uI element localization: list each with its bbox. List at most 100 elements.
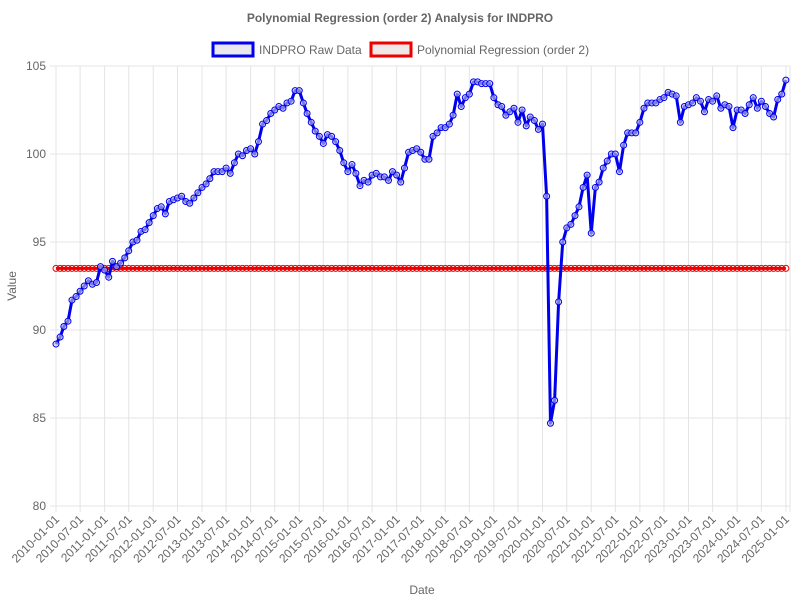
regression-point — [210, 264, 218, 272]
regression-point — [725, 264, 733, 272]
raw-data-point — [101, 266, 109, 274]
regression-point — [506, 264, 514, 272]
regression-point — [344, 264, 352, 272]
raw-data-point — [72, 293, 80, 301]
raw-data-point — [729, 124, 737, 132]
raw-data-point — [518, 106, 526, 114]
regression-point — [251, 264, 259, 272]
raw-data-point — [226, 169, 234, 177]
regression-point — [579, 264, 587, 272]
y-tick-label: 105 — [26, 59, 46, 73]
regression-point — [165, 264, 173, 272]
legend[interactable]: INDPRO Raw Data Polynomial Regression (o… — [211, 41, 589, 58]
raw-data-point — [433, 129, 441, 137]
regression-point — [692, 264, 700, 272]
regression-point — [397, 264, 405, 272]
regression-point — [474, 264, 482, 272]
regression-point — [376, 264, 384, 272]
regression-point — [323, 264, 331, 272]
regression-point — [498, 264, 506, 272]
raw-data-point — [778, 90, 786, 98]
y-tick-label: 95 — [33, 235, 47, 249]
regression-point — [571, 264, 579, 272]
regression-point — [628, 264, 636, 272]
regression-point — [413, 264, 421, 272]
regression-point — [709, 264, 717, 272]
regression-point — [469, 264, 477, 272]
raw-data-point — [80, 282, 88, 290]
raw-data-point — [125, 247, 133, 255]
regression-point — [684, 264, 692, 272]
regression-point — [766, 264, 774, 272]
raw-data-point — [279, 104, 287, 112]
raw-data-point — [145, 219, 153, 227]
regression-point — [405, 264, 413, 272]
regression-point — [279, 264, 287, 272]
regression-point — [429, 264, 437, 272]
legend-swatch-raw[interactable] — [211, 41, 255, 58]
regression-point — [449, 264, 457, 272]
raw-data-point — [713, 92, 721, 100]
regression-point — [433, 264, 441, 272]
regression-point — [332, 264, 340, 272]
regression-point — [76, 264, 84, 272]
raw-data-point — [636, 118, 644, 126]
regression-point — [307, 264, 315, 272]
regression-point — [226, 264, 234, 272]
regression-point — [190, 264, 198, 272]
regression-point — [153, 264, 161, 272]
regression-point — [72, 264, 80, 272]
raw-data-point — [141, 226, 149, 234]
regression-point — [445, 264, 453, 272]
raw-data-point — [530, 117, 538, 125]
regression-point — [603, 264, 611, 272]
raw-data-point — [230, 159, 238, 167]
regression-point — [599, 264, 607, 272]
regression-point — [283, 264, 291, 272]
raw-data-point — [202, 180, 210, 188]
raw-data-point — [445, 120, 453, 128]
regression-point — [425, 264, 433, 272]
raw-data-point — [640, 104, 648, 112]
raw-data-point — [579, 183, 587, 191]
regression-point — [676, 264, 684, 272]
regression-point — [713, 264, 721, 272]
regression-point — [461, 264, 469, 272]
regression-point — [64, 264, 72, 272]
regression-point — [774, 264, 782, 272]
regression-point — [494, 264, 502, 272]
legend-swatch-regression[interactable] — [369, 41, 413, 58]
raw-data-point — [546, 419, 554, 427]
legend-label-regression[interactable]: Polynomial Regression (order 2) — [417, 43, 589, 57]
regression-point — [121, 264, 129, 272]
regression-point — [400, 264, 408, 272]
regression-point — [737, 264, 745, 272]
y-tick-label: 85 — [33, 411, 47, 425]
regression-point — [247, 264, 255, 272]
regression-point — [632, 264, 640, 272]
raw-data-point — [157, 203, 165, 211]
raw-data-point — [583, 171, 591, 179]
raw-data-point — [745, 101, 753, 109]
raw-data-point — [632, 129, 640, 137]
regression-point — [161, 264, 169, 272]
regression-point — [729, 264, 737, 272]
y-axis-label: Value — [5, 271, 19, 301]
regression-point — [611, 264, 619, 272]
raw-data-point — [700, 108, 708, 116]
raw-data-point — [295, 87, 303, 95]
raw-data-point — [311, 127, 319, 135]
regression-point — [182, 264, 190, 272]
regression-point — [441, 264, 449, 272]
raw-data-point — [397, 178, 405, 186]
regression-point — [664, 264, 672, 272]
raw-data-point — [453, 90, 461, 98]
regression-point — [583, 264, 591, 272]
raw-data-point — [60, 322, 68, 330]
regression-point — [761, 264, 769, 272]
regression-point — [291, 264, 299, 272]
regression-point — [340, 264, 348, 272]
regression-point — [328, 264, 336, 272]
legend-label-raw[interactable]: INDPRO Raw Data — [259, 43, 362, 57]
regression-point — [352, 264, 360, 272]
